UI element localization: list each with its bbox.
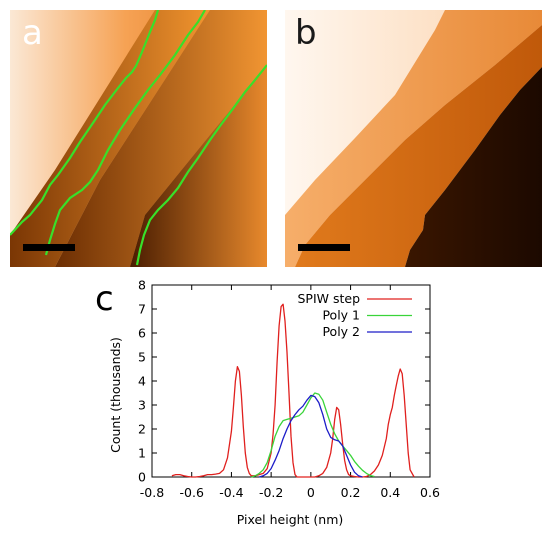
b-terrace-3 (405, 67, 542, 267)
terrace-2 (55, 10, 267, 267)
series-line-poly-1 (251, 392, 375, 478)
terrace-3 (130, 65, 267, 267)
y-tick-label: 7 (138, 302, 146, 317)
b-terrace-2 (295, 25, 542, 267)
x-tick-label: -0.2 (259, 485, 283, 500)
panel-b-image: b (285, 10, 542, 267)
series-line-poly-2 (259, 394, 363, 478)
y-tick-label: 0 (138, 470, 146, 485)
b-terrace-1 (285, 10, 542, 267)
y-tick-label: 6 (138, 326, 146, 341)
panel-c-chart: c -0.8 -0.6 -0.4 -0.2 0 0.2 0.4 0.6 0 1 2 3 4 5 6 7 8 SPI… (95, 278, 440, 528)
step-outline-1 (10, 10, 160, 236)
panel-a-image: a (10, 10, 267, 267)
y-tick-label: 3 (138, 398, 146, 413)
y-tick-label: 8 (138, 278, 146, 293)
scale-bar-b (298, 244, 350, 251)
x-axis-label: Pixel height (nm) (237, 512, 344, 527)
x-tick-label: 0.6 (420, 485, 440, 500)
legend-label: SPIW step (297, 291, 360, 306)
panel-c-label: c (95, 279, 114, 319)
y-axis-label: Count (thousands) (108, 337, 123, 453)
plot-area: -0.8 -0.6 -0.4 -0.2 0 0.2 0.4 0.6 0 1 2 3 4 5 6 7 8 SPIW … (138, 278, 440, 501)
step-outline-3 (135, 64, 267, 266)
x-tick-label: -0.4 (219, 485, 243, 500)
y-tick-label: 5 (138, 350, 146, 365)
x-tick-label: -0.6 (180, 485, 204, 500)
series-line-spiw-step (171, 303, 415, 478)
y-tick-label: 2 (138, 422, 146, 437)
legend-label: Poly 1 (322, 308, 360, 323)
y-tick-label: 1 (138, 446, 146, 461)
x-tick-label: -0.8 (140, 485, 164, 500)
x-tick-label: 0.2 (341, 485, 361, 500)
x-tick-label: 0 (307, 485, 315, 500)
panel-b-label: b (295, 13, 317, 53)
step-outline-2 (44, 10, 206, 256)
plot-frame (151, 284, 431, 478)
y-tick-label: 4 (138, 374, 146, 389)
scale-bar-a (23, 244, 75, 251)
panel-a-label: a (22, 13, 43, 53)
x-tick-label: 0.4 (380, 485, 400, 500)
legend-label: Poly 2 (322, 324, 360, 339)
